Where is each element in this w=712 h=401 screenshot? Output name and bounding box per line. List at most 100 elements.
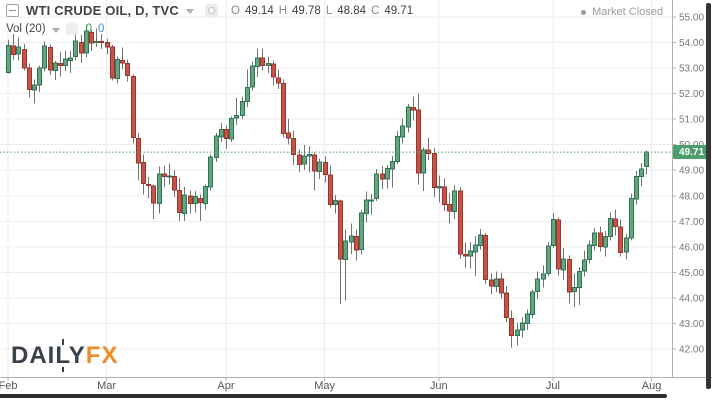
candle — [400, 125, 405, 138]
candle — [172, 176, 177, 191]
candle — [162, 173, 167, 178]
logo-daily: DAILY — [11, 342, 86, 369]
candle — [338, 200, 343, 260]
candle — [229, 117, 234, 140]
candle — [432, 153, 437, 189]
snapshot-icon[interactable] — [204, 4, 218, 17]
candle — [224, 128, 229, 140]
candle — [556, 219, 561, 270]
candle — [151, 185, 156, 204]
candle — [416, 109, 421, 174]
candle — [333, 199, 338, 206]
candle — [385, 167, 390, 180]
candle — [520, 322, 525, 331]
price-tick-label: 49.00 — [679, 166, 704, 177]
candle — [32, 84, 37, 91]
candle — [478, 234, 483, 246]
candle — [613, 218, 618, 228]
candle — [84, 30, 89, 54]
candle — [136, 137, 141, 164]
candle — [11, 45, 16, 55]
price-tick-label: 54.00 — [679, 38, 704, 49]
logo-candle-wick-bottom — [62, 367, 64, 372]
price-tick-label: 42.00 — [679, 345, 704, 356]
candle — [323, 162, 328, 175]
candle — [271, 63, 276, 78]
price-tick-label: 46.00 — [679, 242, 704, 253]
candle — [592, 232, 597, 246]
low-label: L — [325, 4, 333, 17]
candle — [561, 258, 566, 271]
candle — [16, 46, 21, 55]
price-tick-label: 47.00 — [679, 217, 704, 228]
candle — [390, 160, 395, 170]
close-label: C — [371, 4, 380, 17]
time-axis[interactable]: Feb Mar Apr May Jun Jul Aug — [0, 377, 661, 392]
candle — [509, 317, 514, 336]
candle — [260, 57, 265, 66]
price-tick-label: 52.00 — [679, 89, 704, 100]
market-status-text: Market Closed — [592, 6, 663, 18]
logo-candle-wick-top — [62, 339, 64, 345]
candle — [203, 185, 208, 204]
candle — [442, 186, 447, 205]
candle — [515, 329, 520, 336]
high-label: H — [278, 4, 288, 17]
candle — [125, 62, 130, 77]
candle — [364, 199, 369, 215]
candle — [131, 75, 136, 139]
candle — [193, 196, 198, 204]
price-axis[interactable]: 55.0054.0053.0052.0051.0050.0049.0048.00… — [672, 13, 704, 356]
candle — [120, 59, 125, 64]
logo-fx: FX — [85, 342, 119, 369]
candle — [644, 151, 649, 168]
candle — [629, 198, 634, 239]
candle — [411, 107, 416, 111]
month-tick-label: Jul — [546, 380, 560, 392]
candle — [504, 292, 509, 319]
candles-layer — [6, 25, 649, 348]
candle — [79, 42, 84, 54]
market-status-dot — [581, 9, 587, 15]
high-value: 49.78 — [292, 4, 321, 17]
candle — [281, 82, 286, 134]
market-status: Market Closed — [581, 6, 663, 18]
candle — [94, 40, 99, 44]
candle — [240, 100, 245, 117]
candle — [598, 232, 603, 247]
chart-header: WTI CRUDE OIL, D, TVC O 49.14 H 49.78 L … — [6, 3, 413, 18]
candle — [572, 287, 577, 293]
bottom-divider-bar — [0, 394, 667, 398]
candle — [463, 254, 468, 257]
chevron-down-icon[interactable] — [51, 27, 60, 33]
symbol-title[interactable]: WTI CRUDE OIL, D, TVC — [26, 3, 179, 18]
eye-icon[interactable] — [65, 23, 78, 35]
candle — [530, 291, 535, 316]
candle — [157, 173, 162, 204]
candle — [447, 204, 452, 212]
candle — [276, 77, 281, 84]
candle — [73, 40, 78, 58]
candle — [489, 279, 494, 287]
candle — [541, 273, 546, 280]
candle — [188, 195, 193, 204]
volume-value-green: 0 — [85, 23, 93, 35]
chevron-down-icon[interactable] — [185, 9, 194, 14]
candle — [312, 154, 317, 172]
month-tick-label: Mar — [97, 380, 116, 392]
candle — [395, 135, 400, 162]
last-price-badge: 49.71 — [673, 145, 710, 160]
volume-indicator-label[interactable]: Vol (20) — [6, 23, 46, 35]
month-tick-label: Apr — [217, 380, 234, 392]
collapse-icon[interactable] — [6, 4, 19, 17]
right-scrollbar[interactable] — [706, 3, 711, 389]
candle — [219, 128, 224, 138]
open-value: 49.14 — [244, 4, 274, 17]
candle — [618, 226, 623, 254]
candle — [146, 183, 151, 187]
candle — [22, 49, 27, 69]
candle — [110, 46, 115, 79]
volume-indicator-row: Vol (20) 0 0 — [6, 23, 104, 35]
price-tick-label: 55.00 — [679, 13, 704, 24]
